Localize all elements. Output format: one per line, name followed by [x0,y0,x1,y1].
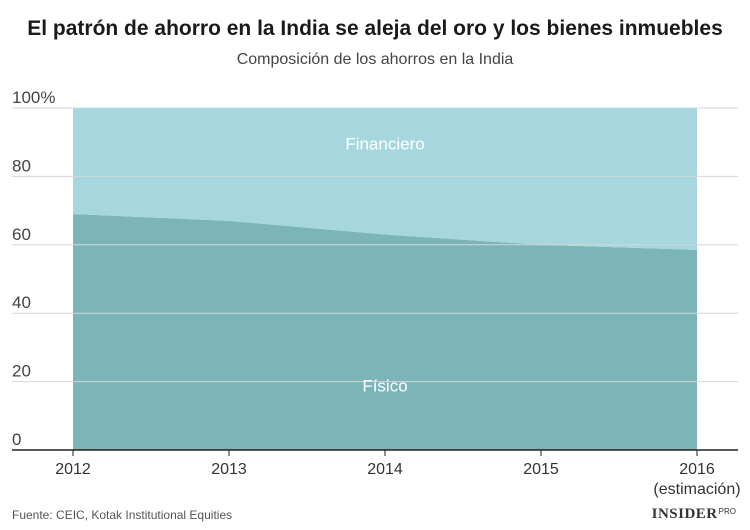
x-tick-label: 2012 [55,461,91,478]
brand-suffix: PRO [718,507,736,516]
y-tick-label: 100% [12,88,55,107]
series-label-financiero: Financiero [345,134,424,153]
x-tick-sublabel: (estimación) [653,481,740,498]
y-tick-label: 20 [12,362,31,381]
x-tick-label: 2015 [523,461,559,478]
x-tick-label: 2013 [211,461,247,478]
brand-logo: INSIDER PRO [652,506,736,523]
y-tick-label: 80 [12,156,31,175]
y-tick-label: 40 [12,293,31,312]
x-tick-label: 2016 [679,461,715,478]
y-tick-label: 60 [12,225,31,244]
area-financiero [73,108,697,250]
y-tick-label: 0 [12,430,21,449]
source-note: Fuente: CEIC, Kotak Institutional Equiti… [12,508,233,522]
series-label-fisico: Físico [362,376,407,395]
chart-subtitle: Composición de los ahorros en la India [236,51,514,68]
x-tick-label: 2014 [367,461,403,478]
brand-name: INSIDER [651,506,718,522]
chart-title: El patrón de ahorro en la India se aleja… [27,17,723,40]
area-fisico [73,214,697,450]
